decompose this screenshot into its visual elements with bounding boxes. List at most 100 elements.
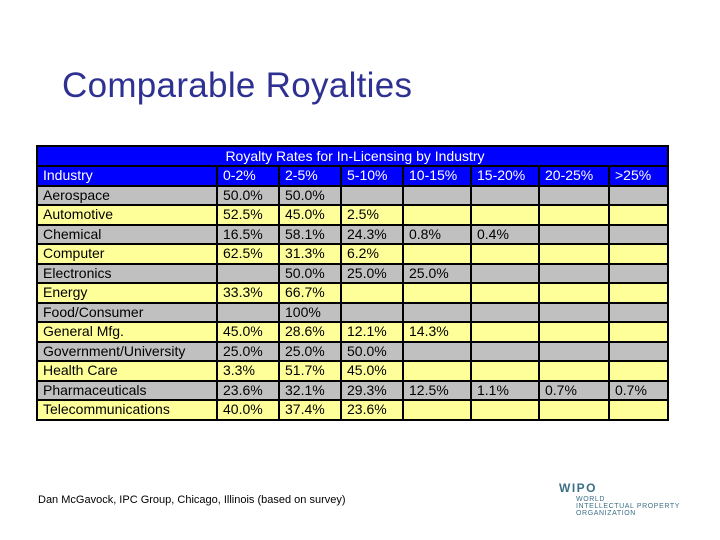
rate-cell: 0.7%: [608, 379, 669, 401]
rate-cell: [340, 184, 404, 206]
slide-title: Comparable Royalties: [62, 66, 413, 105]
rate-cell: [470, 184, 540, 206]
rate-cell: 0.8%: [402, 223, 472, 245]
table-header-cell: 5-10%: [340, 165, 404, 187]
rate-cell: 32.1%: [278, 379, 342, 401]
rate-cell: 52.5%: [216, 204, 280, 226]
rate-cell: 25.0%: [216, 340, 280, 362]
table-row: Automotive 52.5% 45.0% 2.5%: [36, 204, 669, 226]
wipo-logo-line-1: WORLD: [576, 496, 606, 503]
rate-cell: [608, 360, 669, 382]
rate-cell: [538, 399, 610, 421]
rate-cell: 100%: [278, 301, 342, 323]
rate-cell: 31.3%: [278, 243, 342, 265]
industry-cell: Electronics: [36, 262, 218, 284]
rate-cell: 14.3%: [402, 321, 472, 343]
rate-cell: 62.5%: [216, 243, 280, 265]
rate-cell: [470, 321, 540, 343]
rate-cell: [470, 301, 540, 323]
rate-cell: [216, 262, 280, 284]
rate-cell: [608, 282, 669, 304]
rate-cell: 45.0%: [216, 321, 280, 343]
table-caption-row: Royalty Rates for In-Licensing by Indust…: [36, 145, 669, 167]
rate-cell: [470, 340, 540, 362]
rate-cell: [538, 301, 610, 323]
rate-cell: [538, 360, 610, 382]
rate-cell: [402, 282, 472, 304]
rate-cell: [538, 243, 610, 265]
rate-cell: [538, 223, 610, 245]
rate-cell: 25.0%: [402, 262, 472, 284]
rate-cell: 37.4%: [278, 399, 342, 421]
table-row: Electronics 50.0% 25.0% 25.0%: [36, 262, 669, 284]
rate-cell: [608, 204, 669, 226]
rate-cell: [470, 360, 540, 382]
rate-cell: 50.0%: [278, 184, 342, 206]
rate-cell: [470, 204, 540, 226]
rate-cell: [216, 301, 280, 323]
rate-cell: 50.0%: [278, 262, 342, 284]
rate-cell: 23.6%: [216, 379, 280, 401]
wipo-logo-line-2: INTELLECTUAL PROPERTY: [576, 503, 681, 510]
table-row: Computer 62.5% 31.3% 6.2%: [36, 243, 669, 265]
industry-cell: Aerospace: [36, 184, 218, 206]
rate-cell: [402, 243, 472, 265]
table-row: Government/University 25.0% 25.0% 50.0%: [36, 340, 669, 362]
table-header-cell: 0-2%: [216, 165, 280, 187]
table-row: Aerospace 50.0% 50.0%: [36, 184, 669, 206]
rate-cell: 33.3%: [216, 282, 280, 304]
table-header-cell: 20-25%: [538, 165, 610, 187]
rate-cell: 29.3%: [340, 379, 404, 401]
rate-cell: 0.7%: [538, 379, 610, 401]
industry-cell: Government/University: [36, 340, 218, 362]
wipo-logo-mark: WIPO: [559, 481, 597, 495]
rate-cell: 51.7%: [278, 360, 342, 382]
table-header-cell: >25%: [608, 165, 669, 187]
rate-cell: [470, 282, 540, 304]
industry-cell: Automotive: [36, 204, 218, 226]
royalty-table: Royalty Rates for In-Licensing by Indust…: [36, 145, 669, 421]
table-row: Pharmaceuticals 23.6% 32.1% 29.3% 12.5% 1.1% 0…: [36, 379, 669, 401]
industry-cell: Computer: [36, 243, 218, 265]
table-row: Chemical 16.5% 58.1% 24.3% 0.8% 0.4%: [36, 223, 669, 245]
industry-cell: General Mfg.: [36, 321, 218, 343]
wipo-logo: WIPO WORLD INTELLECTUAL PROPERTY ORGANIZ…: [557, 478, 697, 518]
rate-cell: 24.3%: [340, 223, 404, 245]
rate-cell: [608, 262, 669, 284]
table-row: Energy 33.3% 66.7%: [36, 282, 669, 304]
rate-cell: 66.7%: [278, 282, 342, 304]
rate-cell: [608, 321, 669, 343]
rate-cell: 45.0%: [278, 204, 342, 226]
rate-cell: [402, 301, 472, 323]
rate-cell: 45.0%: [340, 360, 404, 382]
rate-cell: [402, 184, 472, 206]
rate-cell: [608, 184, 669, 206]
rate-cell: 3.3%: [216, 360, 280, 382]
rate-cell: [538, 204, 610, 226]
rate-cell: 40.0%: [216, 399, 280, 421]
rate-cell: [538, 321, 610, 343]
table-row: Health Care 3.3% 51.7% 45.0%: [36, 360, 669, 382]
industry-cell: Energy: [36, 282, 218, 304]
rate-cell: [608, 399, 669, 421]
table-header-row: Industry 0-2% 2-5% 5-10% 10-15% 15-20% 20-25% >…: [36, 165, 669, 187]
rate-cell: [340, 282, 404, 304]
rate-cell: [402, 340, 472, 362]
rate-cell: [538, 262, 610, 284]
table-header-cell: 15-20%: [470, 165, 540, 187]
rate-cell: [470, 243, 540, 265]
industry-cell: Chemical: [36, 223, 218, 245]
royalty-table-body: Royalty Rates for In-Licensing by Indust…: [36, 145, 669, 421]
rate-cell: 28.6%: [278, 321, 342, 343]
table-header-cell: Industry: [36, 165, 218, 187]
source-note: Dan McGavock, IPC Group, Chicago, Illino…: [38, 494, 346, 506]
table-header-cell: 10-15%: [402, 165, 472, 187]
rate-cell: 2.5%: [340, 204, 404, 226]
rate-cell: 50.0%: [216, 184, 280, 206]
wipo-logo-line-3: ORGANIZATION: [576, 510, 636, 517]
rate-cell: 1.1%: [470, 379, 540, 401]
rate-cell: 23.6%: [340, 399, 404, 421]
industry-cell: Health Care: [36, 360, 218, 382]
rate-cell: [608, 243, 669, 265]
industry-cell: Telecommunications: [36, 399, 218, 421]
